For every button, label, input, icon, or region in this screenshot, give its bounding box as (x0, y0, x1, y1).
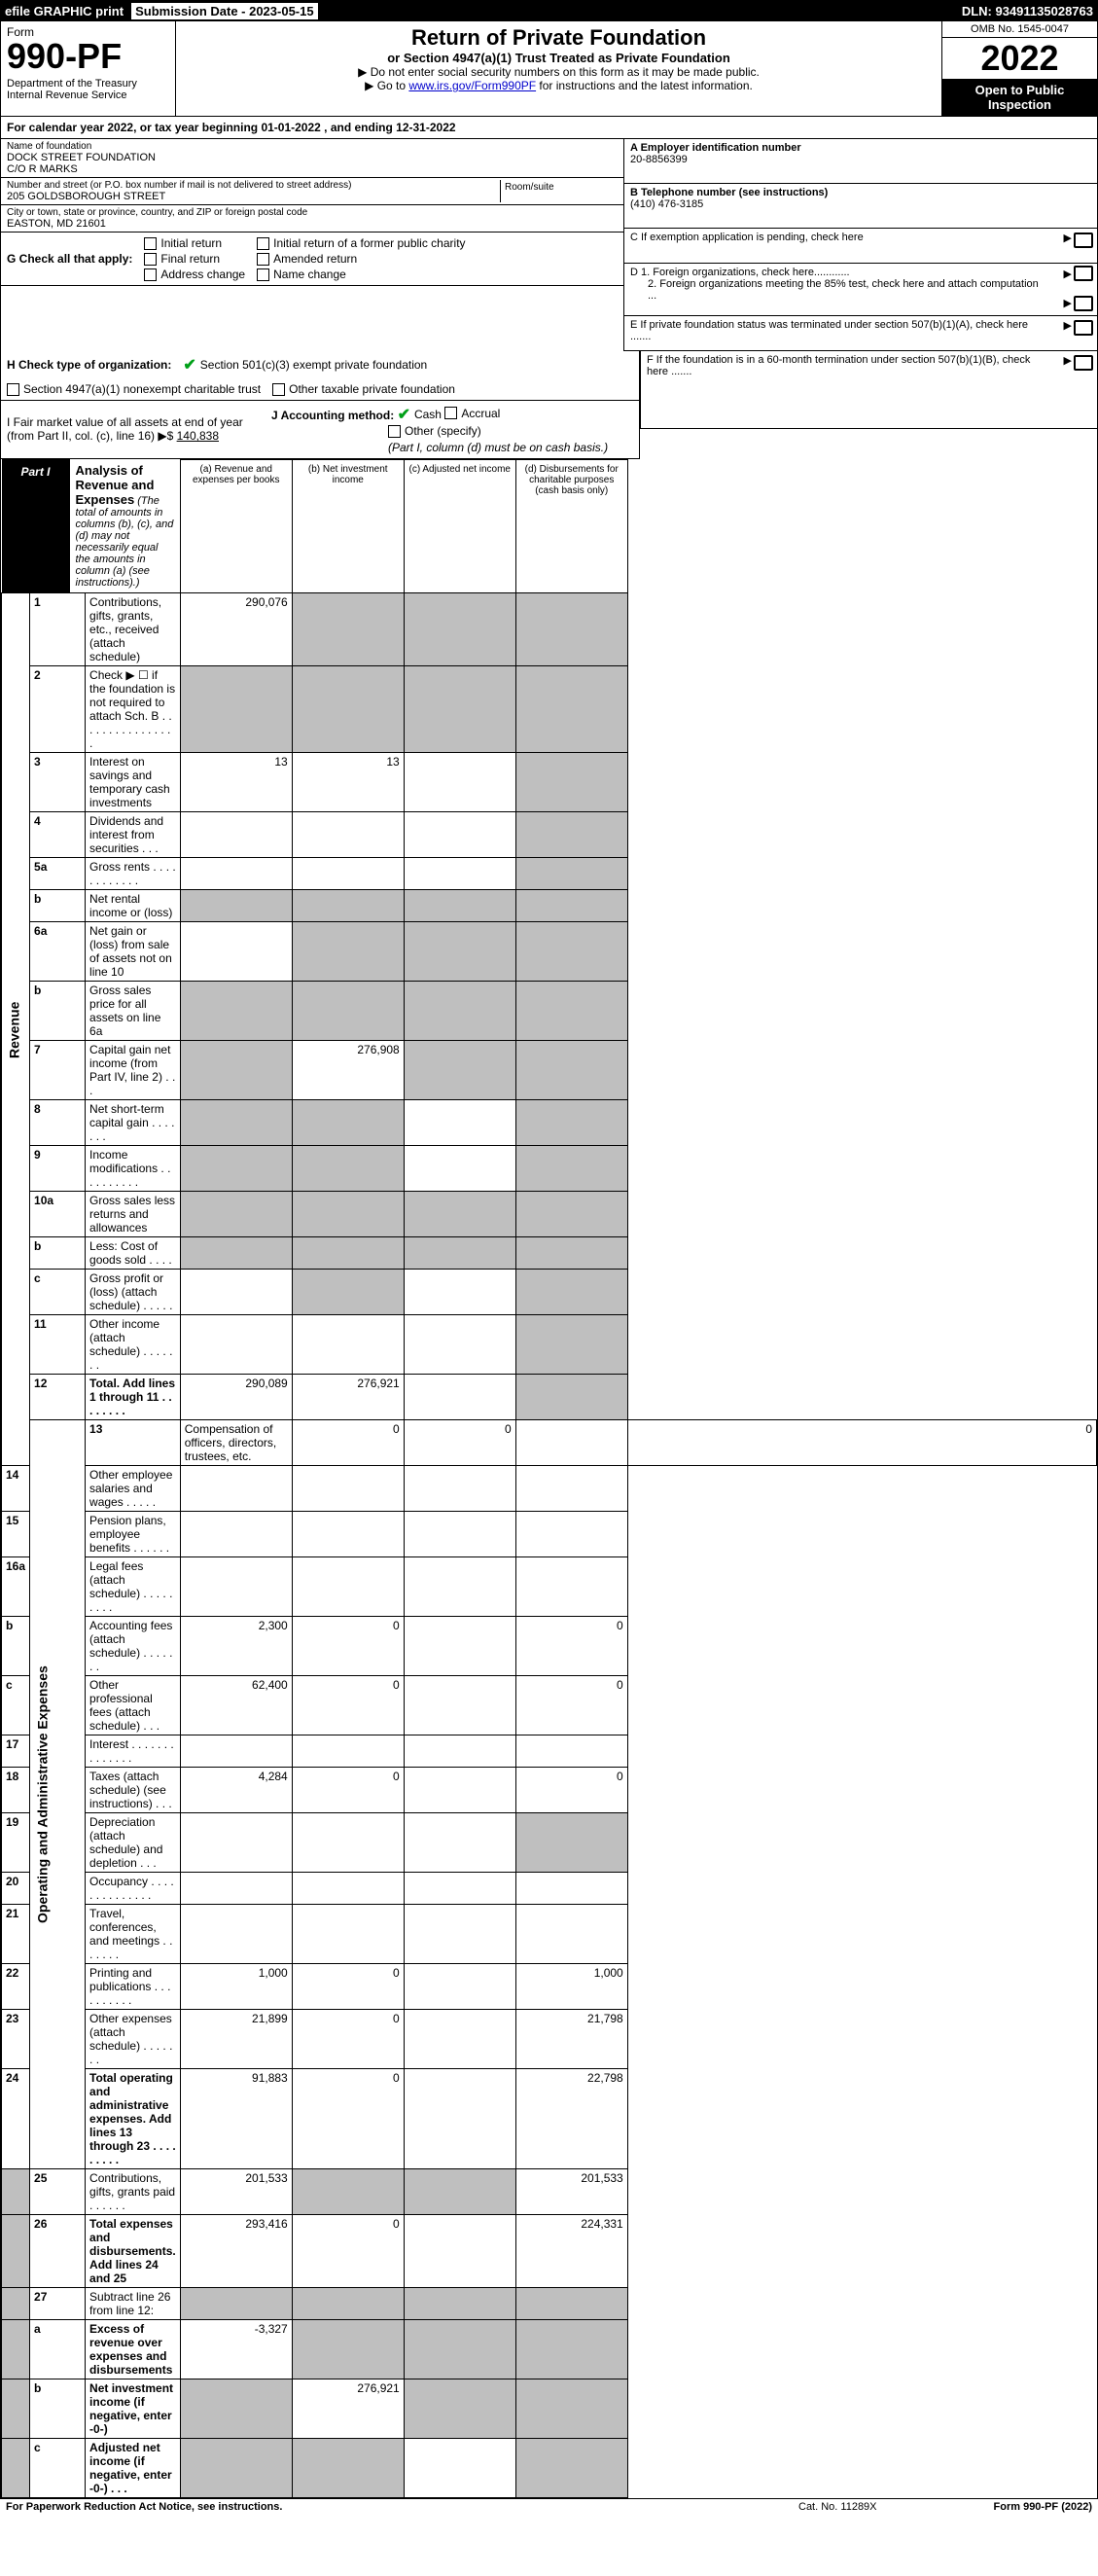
header-mid: Return of Private Foundation or Section … (176, 21, 941, 116)
chk-name-change[interactable]: Name change (257, 268, 465, 281)
foundation-name: DOCK STREET FOUNDATION C/O R MARKS (7, 152, 618, 175)
col-b: (b) Net investment income (292, 459, 404, 593)
col-d: (d) Disbursements for charitable purpose… (515, 459, 627, 593)
chk-cash[interactable]: ✔Cash (398, 405, 442, 424)
header-left: Form 990-PF Department of the Treasury I… (1, 21, 176, 116)
chk-other-taxable[interactable]: Other taxable private foundation (272, 382, 455, 396)
efile-label: efile GRAPHIC print (5, 4, 124, 18)
i-value: 140,838 (177, 429, 219, 443)
dln: DLN: 93491135028763 (962, 4, 1093, 18)
chk-address-change[interactable]: Address change (144, 268, 245, 281)
block-hijf: H Check type of organization: ✔Section 5… (1, 351, 1097, 459)
top-bar: efile GRAPHIC print Submission Date - 20… (1, 1, 1097, 21)
calendar-year: For calendar year 2022, or tax year begi… (1, 117, 1097, 139)
b-label: B Telephone number (see instructions) (630, 187, 828, 198)
phone: (410) 476-3185 (630, 198, 703, 210)
chk-initial-return[interactable]: Initial return (144, 236, 245, 250)
omb-number: OMB No. 1545-0047 (942, 21, 1097, 38)
note2-pre: ▶ Go to (365, 79, 408, 92)
chk-other-method[interactable]: Other (specify) (388, 424, 481, 438)
ein: 20-8856399 (630, 154, 688, 165)
f-label: F If the foundation is in a 60-month ter… (647, 354, 1091, 377)
form-subtitle: or Section 4947(a)(1) Trust Treated as P… (184, 51, 934, 65)
chk-4947a1[interactable]: Section 4947(a)(1) nonexempt charitable … (7, 382, 261, 396)
col-c: (c) Adjusted net income (404, 459, 515, 593)
chk-final-return[interactable]: Final return (144, 252, 245, 266)
entity-info: Name of foundation DOCK STREET FOUNDATIO… (1, 139, 1097, 351)
g-label: G Check all that apply: (7, 252, 132, 266)
street-address: 205 GOLDSBOROUGH STREET (7, 191, 500, 202)
chk-initial-former[interactable]: Initial return of a former public charit… (257, 236, 465, 250)
dept-label: Department of the Treasury Internal Reve… (7, 78, 169, 101)
tax-year: 2022 (942, 38, 1097, 79)
header-right: OMB No. 1545-0047 2022 Open to Public In… (941, 21, 1097, 116)
part1-table: Part I Analysis of Revenue and Expenses … (1, 459, 1097, 2499)
col-a: (a) Revenue and expenses per books (180, 459, 292, 593)
a-label: A Employer identification number (630, 142, 801, 154)
form-header: Form 990-PF Department of the Treasury I… (1, 21, 1097, 117)
j-label: J Accounting method: (271, 409, 394, 422)
j-note: (Part I, column (d) must be on cash basi… (388, 441, 608, 454)
catalog-number: Cat. No. 11289X (798, 2501, 877, 2513)
city-label: City or town, state or province, country… (7, 207, 618, 218)
part1-tab: Part I (2, 459, 70, 592)
chk-d1[interactable] (1074, 266, 1093, 281)
form-ref: Form 990-PF (2022) (994, 2501, 1092, 2513)
name-label: Name of foundation (7, 141, 618, 152)
note-ssn: ▶ Do not enter social security numbers o… (184, 65, 934, 79)
d1-label: D 1. Foreign organizations, check here..… (630, 267, 850, 278)
form-990pf: efile GRAPHIC print Submission Date - 20… (0, 0, 1098, 2499)
room-label: Room/suite (505, 182, 614, 193)
chk-accrual[interactable]: Accrual (444, 407, 500, 420)
irs-link[interactable]: www.irs.gov/Form990PF (408, 79, 536, 92)
page-footer: For Paperwork Reduction Act Notice, see … (0, 2499, 1098, 2515)
chk-d2[interactable] (1074, 296, 1093, 311)
c-label: C If exemption application is pending, c… (630, 232, 864, 243)
note2-post: for instructions and the latest informat… (536, 79, 753, 92)
chk-c[interactable] (1074, 233, 1093, 248)
side-revenue: Revenue (2, 593, 30, 1466)
chk-501c3[interactable]: ✔Section 501(c)(3) exempt private founda… (183, 355, 427, 375)
chk-amended[interactable]: Amended return (257, 252, 465, 266)
side-expenses: Operating and Administrative Expenses (30, 1420, 86, 2169)
block-g: G Check all that apply: Initial return F… (1, 233, 623, 286)
d2-label: 2. Foreign organizations meeting the 85%… (630, 278, 1091, 302)
paperwork-notice: For Paperwork Reduction Act Notice, see … (6, 2501, 282, 2513)
h-label: H Check type of organization: (7, 358, 171, 372)
submission-date: Submission Date - 2023-05-15 (131, 3, 318, 19)
e-label: E If private foundation status was termi… (630, 319, 1091, 342)
open-public: Open to Public Inspection (942, 79, 1097, 116)
form-title: Return of Private Foundation (184, 25, 934, 51)
addr-label: Number and street (or P.O. box number if… (7, 180, 500, 191)
note-link: ▶ Go to www.irs.gov/Form990PF for instru… (184, 79, 934, 92)
city-state-zip: EASTON, MD 21601 (7, 218, 618, 230)
part1-desc: Analysis of Revenue and Expenses (The to… (70, 459, 180, 592)
chk-e[interactable] (1074, 320, 1093, 336)
chk-f[interactable] (1074, 355, 1093, 371)
form-number: 990-PF (7, 39, 169, 74)
